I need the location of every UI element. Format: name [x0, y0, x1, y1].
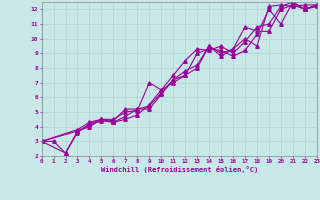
X-axis label: Windchill (Refroidissement éolien,°C): Windchill (Refroidissement éolien,°C) [100, 166, 258, 173]
